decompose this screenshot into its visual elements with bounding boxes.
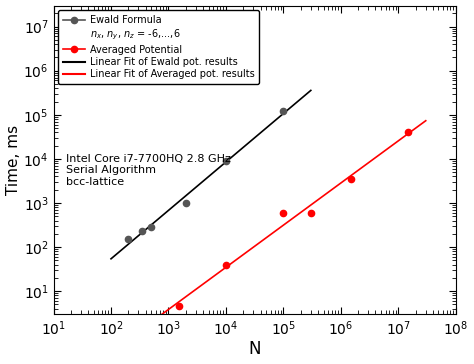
Legend: Ewald Formula, $n_x$, $n_y$, $n_z$ = -6,...,6, Averaged Potential, Linear Fit of: Ewald Formula, $n_x$, $n_y$, $n_z$ = -6,… xyxy=(58,11,259,84)
Text: Intel Core i7-7700HQ 2.8 GHz
Serial Algorithm
bcc-lattice: Intel Core i7-7700HQ 2.8 GHz Serial Algo… xyxy=(65,154,230,187)
Y-axis label: Time, ms: Time, ms xyxy=(6,125,20,195)
X-axis label: N: N xyxy=(248,340,261,359)
